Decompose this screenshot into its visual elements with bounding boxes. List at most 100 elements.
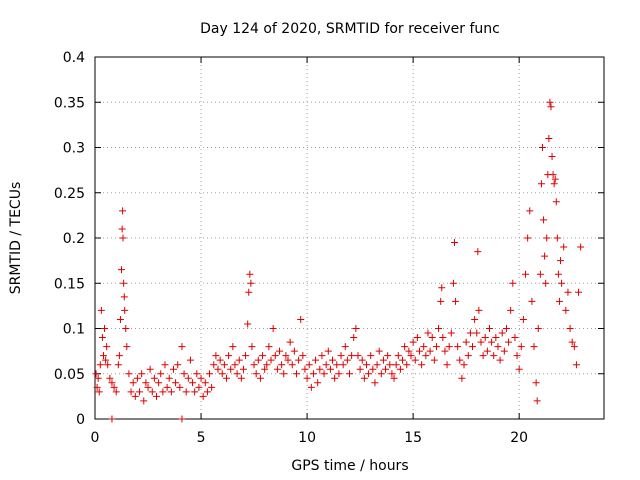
- data-point: [244, 320, 252, 328]
- data-point: [222, 374, 230, 382]
- data-point: [447, 329, 455, 337]
- data-point: [172, 379, 180, 387]
- data-point: [182, 388, 190, 396]
- y-axis-label: SRMTID / TECUs: [8, 182, 24, 295]
- data-point: [218, 370, 226, 378]
- data-point: [108, 379, 116, 387]
- data-point: [530, 343, 538, 351]
- data-point: [247, 279, 255, 287]
- data-point: [519, 315, 527, 323]
- data-point: [184, 374, 192, 382]
- data-point: [220, 361, 228, 369]
- data-point: [375, 347, 383, 355]
- data-point: [131, 392, 139, 400]
- data-point: [201, 379, 209, 387]
- data-point: [572, 361, 580, 369]
- data-point: [517, 343, 525, 351]
- data-point: [144, 383, 152, 391]
- data-point: [99, 352, 107, 360]
- data-point: [474, 248, 482, 256]
- data-point: [324, 347, 332, 355]
- data-point: [354, 352, 362, 360]
- data-point: [206, 370, 214, 378]
- data-point: [437, 297, 445, 305]
- data-point: [178, 343, 186, 351]
- data-point: [337, 352, 345, 360]
- data-point: [485, 325, 493, 332]
- data-point: [469, 343, 477, 351]
- data-point: [278, 361, 286, 369]
- data-point: [174, 361, 182, 369]
- data-point: [545, 134, 553, 142]
- data-point: [250, 361, 258, 369]
- y-axis-ticks: 0 0.05 0.1 0.15 0.2 0.25 0.3 0.35 0.4: [54, 50, 604, 428]
- data-point: [432, 343, 440, 351]
- data-point: [282, 352, 290, 360]
- data-point: [562, 306, 570, 314]
- data-point: [546, 98, 554, 106]
- y-tick-label: 0: [76, 412, 85, 428]
- data-point: [382, 365, 390, 373]
- y-tick-label: 0.3: [63, 141, 85, 157]
- data-point: [473, 329, 481, 337]
- data-point: [163, 383, 171, 391]
- data-point: [362, 361, 370, 369]
- data-point: [125, 370, 133, 378]
- data-point: [176, 383, 184, 391]
- data-point: [92, 370, 100, 378]
- data-point: [566, 325, 574, 332]
- data-point: [123, 343, 131, 351]
- data-point: [256, 374, 264, 382]
- y-tick-label: 0.4: [63, 50, 85, 66]
- data-point: [500, 347, 508, 355]
- data-point: [119, 207, 127, 215]
- data-point: [526, 207, 534, 215]
- data-point: [161, 361, 169, 369]
- x-tick-label: 15: [404, 430, 422, 446]
- data-point: [178, 415, 186, 423]
- data-point: [339, 361, 347, 369]
- data-point: [460, 361, 468, 369]
- data-point: [551, 175, 559, 183]
- data-point: [424, 329, 432, 337]
- data-point: [227, 365, 235, 373]
- data-point: [360, 374, 368, 382]
- data-point: [195, 383, 203, 391]
- data-point: [341, 343, 349, 351]
- data-point: [343, 356, 351, 364]
- data-point: [552, 198, 560, 206]
- data-point: [122, 325, 130, 332]
- data-point: [373, 361, 381, 369]
- data-point: [155, 379, 163, 387]
- data-point: [445, 343, 453, 351]
- data-point: [356, 365, 364, 373]
- data-point: [297, 315, 305, 323]
- data-point: [261, 365, 269, 373]
- data-point: [104, 361, 112, 369]
- data-point: [430, 356, 438, 364]
- data-point: [392, 361, 400, 369]
- data-point: [153, 392, 161, 400]
- data-point: [203, 388, 211, 396]
- data-point: [320, 370, 328, 378]
- data-point: [422, 352, 430, 360]
- data-point: [568, 338, 576, 346]
- data-point: [329, 356, 337, 364]
- data-point: [511, 334, 519, 342]
- data-point: [267, 356, 275, 364]
- data-point: [245, 288, 253, 296]
- data-point: [115, 352, 123, 360]
- data-point: [95, 388, 103, 396]
- data-point: [379, 356, 387, 364]
- data-point: [114, 361, 122, 369]
- data-point: [492, 334, 500, 342]
- data-point: [554, 270, 562, 278]
- data-point: [524, 234, 532, 242]
- data-point: [438, 284, 446, 292]
- data-point: [269, 325, 277, 332]
- data-point: [312, 356, 320, 364]
- data-point: [129, 379, 137, 387]
- data-point: [471, 315, 479, 323]
- data-point: [273, 365, 281, 373]
- data-point: [418, 361, 426, 369]
